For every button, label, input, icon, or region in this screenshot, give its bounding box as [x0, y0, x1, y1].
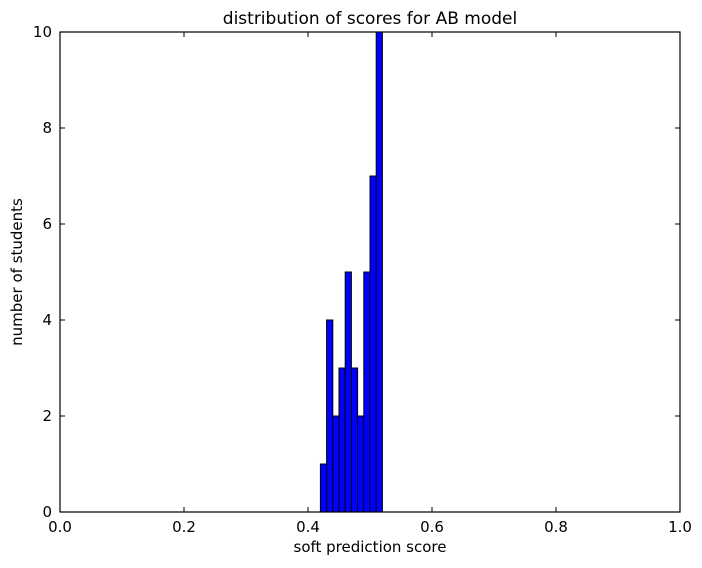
x-tick-label: 0.2 [172, 518, 196, 536]
bars-layer [319, 31, 383, 513]
x-tick-label: 0.0 [48, 518, 72, 536]
y-tick-label: 6 [42, 215, 52, 233]
x-tick-label: 0.4 [296, 518, 320, 536]
y-tick-label: 10 [33, 23, 52, 41]
y-tick-label: 8 [42, 119, 52, 137]
x-tick-label: 0.8 [544, 518, 568, 536]
tick-labels-layer: 0.0 0.2 0.4 0.6 0.8 1.0 0 2 4 6 8 10 [33, 23, 692, 536]
histogram-bar [344, 271, 352, 513]
histogram-bar [326, 319, 334, 513]
histogram-bar [319, 463, 328, 513]
y-tick-label: 2 [42, 407, 52, 425]
y-tick-label: 4 [42, 311, 52, 329]
histogram-bar [332, 415, 340, 513]
x-tick-label: 1.0 [668, 518, 692, 536]
x-tick-label: 0.6 [420, 518, 444, 536]
y-axis-label: number of students [8, 198, 26, 346]
y-tick-label: 0 [42, 503, 52, 521]
histogram-bar [338, 367, 346, 513]
histogram-bar [363, 271, 371, 513]
plot-frame [59, 31, 681, 513]
histogram-bar [369, 175, 377, 513]
histogram-bar [375, 31, 383, 513]
x-axis-label: soft prediction score [294, 538, 447, 556]
histogram-bar [357, 415, 365, 513]
ticks-layer [59, 31, 681, 513]
histogram-bar [350, 367, 359, 513]
chart-title: distribution of scores for AB model [223, 9, 517, 29]
